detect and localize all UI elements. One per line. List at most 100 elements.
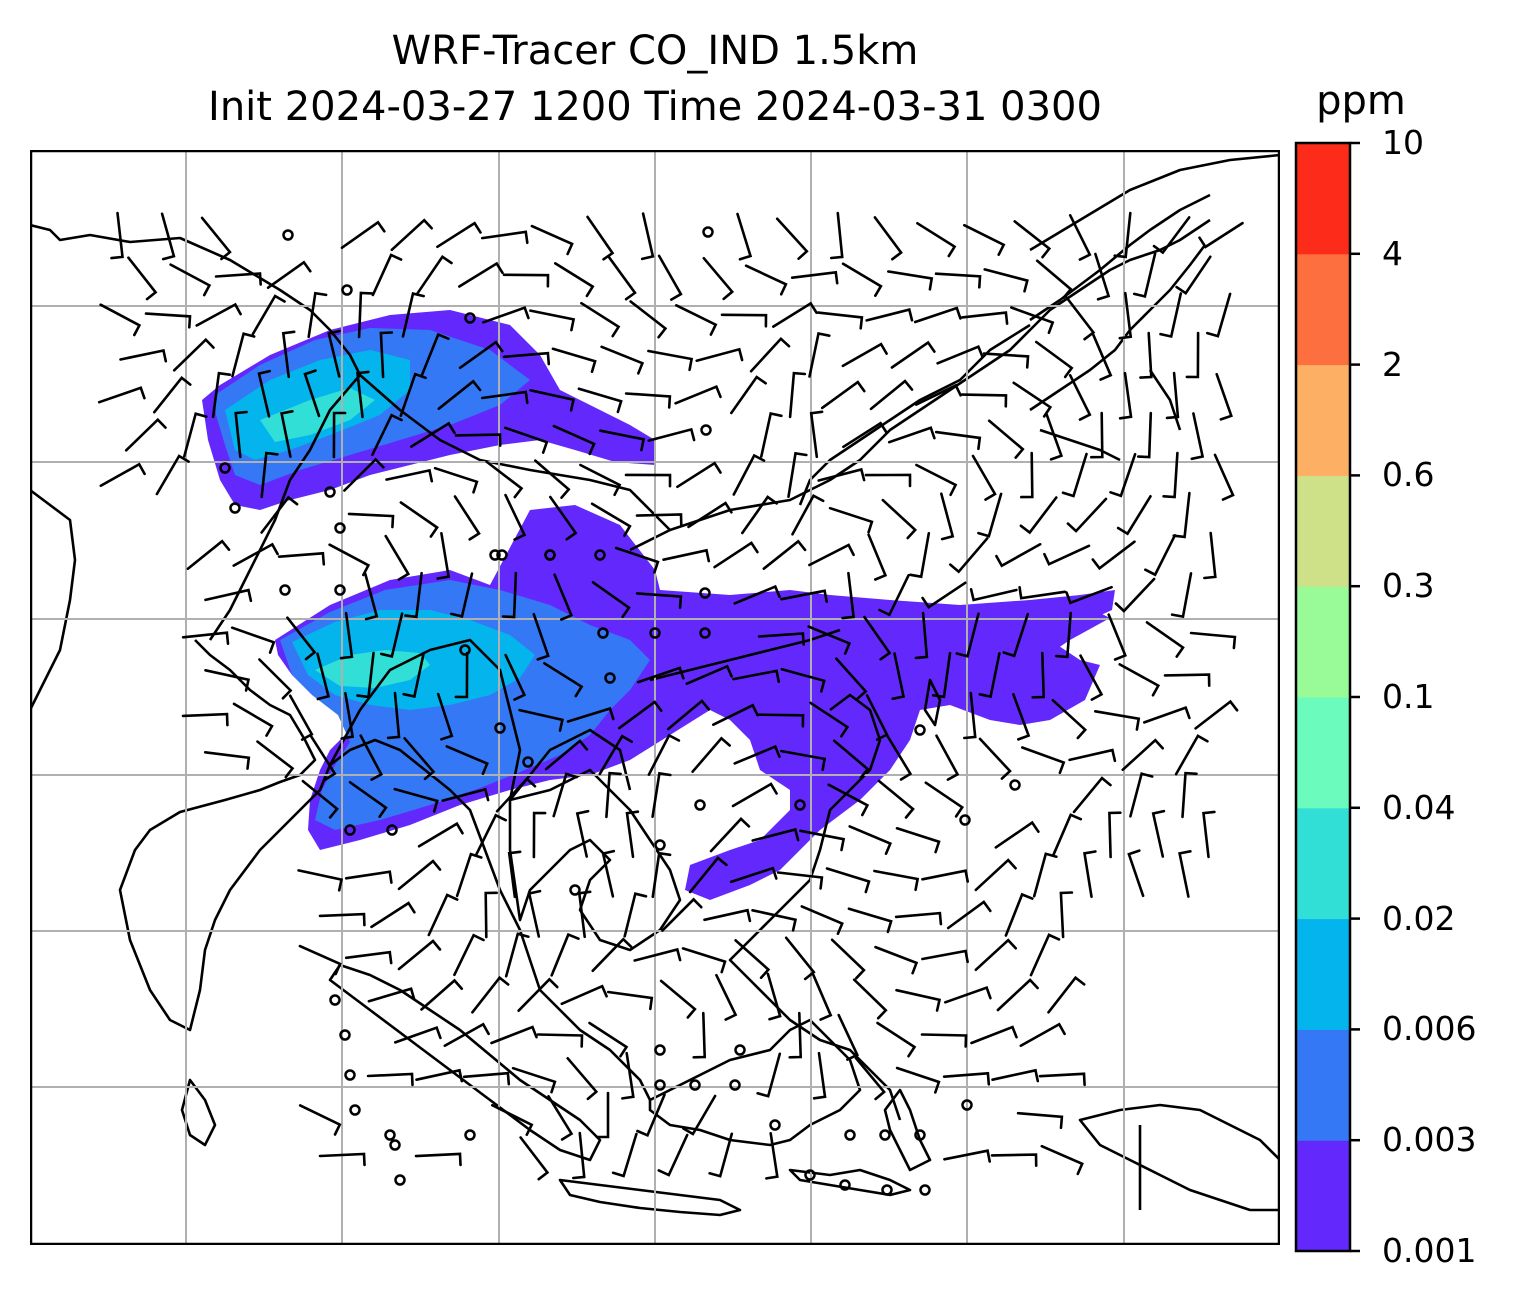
wind-barb [575, 809, 590, 858]
wind-barb [401, 292, 425, 338]
wind-barb [987, 419, 1025, 459]
wind-barb [566, 706, 615, 723]
wind-barb [1065, 296, 1096, 341]
wind-barb [757, 713, 805, 728]
wind-barb [685, 664, 733, 685]
wind-barb [367, 987, 416, 1003]
wind-barb [379, 331, 394, 379]
coast-indochina [508, 768, 682, 952]
wind-barb [1091, 540, 1136, 571]
wind-barb [511, 1066, 557, 1094]
calm-wind-circle [914, 1129, 926, 1141]
wind-barb [181, 712, 229, 727]
wind-barb [635, 513, 683, 527]
calm-wind-circle [494, 722, 506, 734]
wind-barb [766, 972, 782, 1021]
calm-wind-circle [699, 587, 711, 599]
wind-barb [623, 892, 648, 938]
wind-barb [577, 387, 623, 414]
wind-barb [195, 302, 242, 327]
wind-barb [309, 735, 337, 781]
wind-barb [1016, 1111, 1064, 1130]
wind-barb [1045, 413, 1064, 461]
calm-wind-circle [496, 549, 508, 561]
calm-wind-circle [341, 284, 353, 296]
wind-barb [110, 211, 124, 260]
colorbar-segment [1296, 918, 1350, 1030]
wind-barb [829, 211, 844, 260]
wind-barb [344, 950, 393, 965]
wind-barb [527, 889, 542, 938]
wind-barb [356, 370, 370, 419]
wind-barb [1144, 534, 1177, 577]
wind-barb [780, 667, 826, 693]
wind-barb [890, 340, 936, 369]
wind-barb [550, 932, 580, 977]
wind-barb [788, 1011, 803, 1059]
wind-barb [379, 612, 404, 658]
wind-barb [99, 462, 146, 487]
wind-barb [729, 866, 778, 884]
wind-barb [688, 856, 728, 894]
wind-barb [482, 306, 530, 324]
wind-barb [519, 1136, 550, 1181]
wind-barb [454, 433, 502, 447]
wind-barb [713, 541, 759, 569]
wind-barb [874, 945, 919, 975]
calm-wind-circle [597, 627, 609, 639]
wind-barb [963, 691, 977, 740]
plume-east-light [910, 605, 1110, 695]
wind-barb [1132, 252, 1157, 298]
wind-barb [949, 537, 989, 574]
map-frame [30, 150, 1280, 1245]
wind-barb [647, 427, 696, 442]
wind-barb [386, 691, 401, 740]
wind-barb [503, 426, 549, 454]
wind-barb [356, 651, 375, 699]
wind-barb [1035, 259, 1073, 299]
calm-wind-circle [729, 1079, 741, 1091]
wind-barb [529, 309, 576, 332]
wind-barb [399, 372, 427, 418]
wind-barb [730, 375, 767, 415]
wind-barb [232, 702, 274, 737]
wind-barb [1072, 776, 1112, 814]
wind-barb [848, 825, 893, 855]
wind-barb [842, 421, 888, 449]
wind-barb [970, 1025, 1018, 1045]
wind-barb [924, 781, 965, 818]
wind-barb [402, 652, 425, 699]
wind-barb [873, 216, 903, 261]
wind-barb [598, 734, 633, 776]
wind-barb [281, 330, 296, 379]
wind-barb [495, 776, 537, 813]
calm-wind-circle [522, 756, 534, 768]
wind-barb [591, 581, 631, 618]
wind-barb [502, 273, 550, 288]
wind-barb [552, 772, 579, 818]
wind-barb [160, 212, 176, 261]
wind-barb [1108, 811, 1122, 859]
colorbar-segment [1296, 697, 1350, 809]
wind-barb [1047, 975, 1086, 1014]
wind-barb [854, 1056, 886, 1101]
wind-barb [934, 272, 982, 289]
calm-wind-circle [879, 1129, 891, 1141]
wind-barb [232, 542, 279, 567]
colorbar [1294, 141, 1360, 1253]
wind-barb [916, 222, 957, 258]
wind-barb [800, 905, 844, 935]
wind-barb [390, 218, 433, 252]
wind-barb [1052, 813, 1083, 857]
wind-barb [749, 336, 791, 373]
wind-barb [682, 1094, 717, 1136]
wind-barb [757, 632, 805, 646]
calm-wind-circle [959, 814, 971, 826]
borders-inland [208, 374, 841, 801]
wind-barb [869, 379, 914, 411]
calm-wind-circle [334, 522, 346, 534]
wind-barb [1068, 374, 1092, 421]
wind-barb [816, 311, 864, 330]
wind-barb [1194, 699, 1239, 730]
wind-barb [891, 652, 906, 701]
